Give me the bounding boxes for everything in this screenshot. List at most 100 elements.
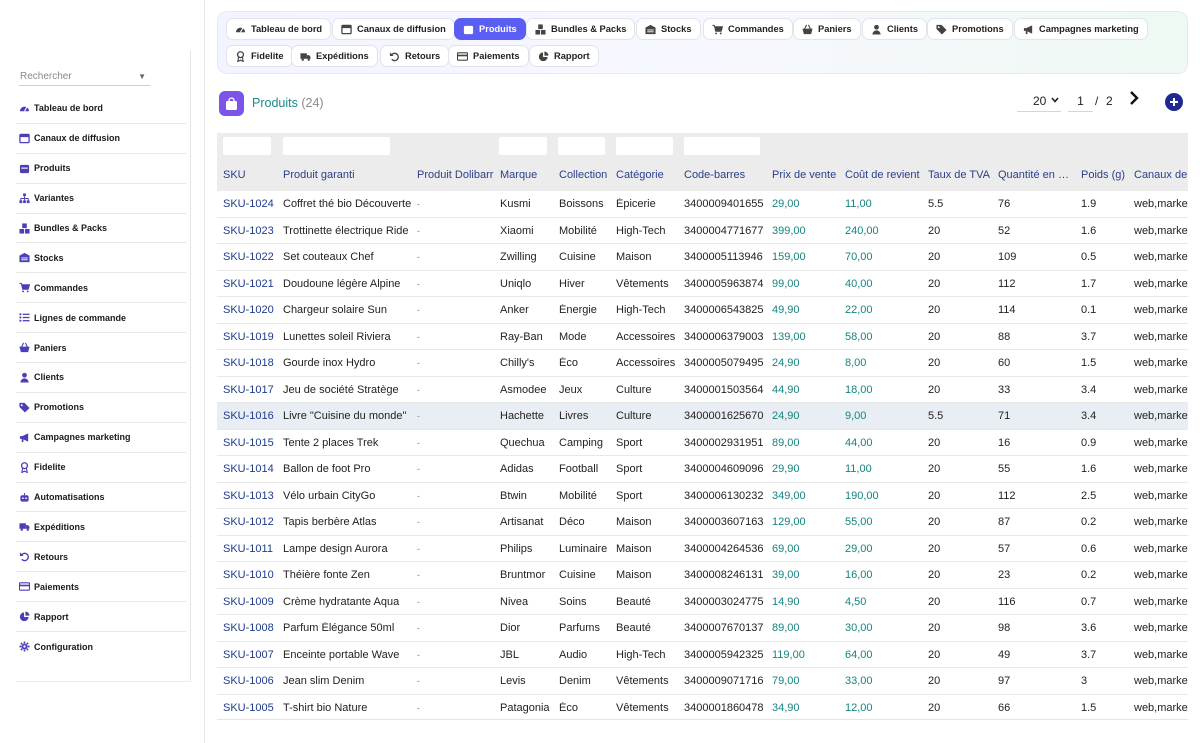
sidebar-item-4[interactable]: Bundles & Packs bbox=[16, 214, 186, 244]
column-header[interactable]: Code-barres bbox=[684, 169, 746, 181]
tab-4[interactable]: Stocks bbox=[636, 18, 701, 40]
tab-3[interactable]: Bundles & Packs bbox=[526, 18, 636, 40]
sidebar-item-3[interactable]: Variantes bbox=[16, 184, 186, 214]
table-cell[interactable]: SKU-1023 bbox=[223, 224, 274, 237]
sidebar-item-13[interactable]: Automatisations bbox=[16, 483, 186, 513]
sidebar-item-15[interactable]: Retours bbox=[16, 542, 186, 573]
table-cell[interactable]: SKU-1008 bbox=[223, 622, 274, 634]
table-row[interactable]: SKU-1023 Trottinette électrique Ride - Xiao… bbox=[217, 218, 1188, 244]
column-header[interactable]: Produit Dolibarr bbox=[417, 169, 494, 181]
table-cell[interactable]: SKU-1007 bbox=[223, 648, 274, 661]
tab-13[interactable]: Paiements bbox=[448, 45, 529, 67]
table-cell[interactable]: SKU-1015 bbox=[223, 436, 274, 449]
sidebar-item-5[interactable]: Stocks bbox=[16, 243, 186, 274]
table-row[interactable]: SKU-1012 Tapis berbère Atlas - Artisanat Déc… bbox=[217, 509, 1188, 536]
sidebar-item-7[interactable]: Lignes de commande bbox=[16, 303, 186, 334]
next-page-button[interactable] bbox=[1128, 90, 1142, 110]
tab-7[interactable]: Clients bbox=[862, 18, 927, 40]
column-header[interactable]: Coût de revient bbox=[845, 169, 920, 181]
table-row[interactable]: SKU-1022 Set couteaux Chef - Zwilling Cuisin… bbox=[217, 244, 1188, 271]
sidebar-item-2[interactable]: Produits bbox=[16, 154, 186, 184]
table-row[interactable]: SKU-1017 Jeu de société Stratège - Asmodee J… bbox=[217, 377, 1188, 403]
table-cell[interactable]: SKU-1017 bbox=[223, 383, 274, 396]
filter-categorie[interactable] bbox=[616, 137, 673, 155]
column-header[interactable]: Poids (g) bbox=[1081, 169, 1126, 181]
filter-collection[interactable] bbox=[558, 137, 605, 155]
sidebar-item-17[interactable]: Rapport bbox=[16, 602, 186, 633]
filter-produit[interactable] bbox=[283, 137, 390, 155]
column-header[interactable]: SKU bbox=[223, 169, 246, 181]
table-cell[interactable]: SKU-1005 bbox=[223, 701, 274, 714]
tab-5[interactable]: Commandes bbox=[703, 18, 793, 40]
table-cell[interactable]: SKU-1016 bbox=[223, 410, 274, 422]
filter-sku[interactable] bbox=[223, 137, 271, 155]
add-product-button[interactable] bbox=[1165, 93, 1183, 111]
column-header[interactable]: Marque bbox=[500, 169, 538, 181]
column-header[interactable]: Produit garanti bbox=[283, 169, 355, 181]
sidebar-item-18[interactable]: Configuration bbox=[16, 632, 186, 662]
sidebar-item-11[interactable]: Campagnes marketing bbox=[16, 423, 186, 453]
table-row[interactable]: SKU-1006 Jean slim Denim - Levis Denim Vêteme… bbox=[217, 668, 1188, 695]
sidebar-item-16[interactable]: Paiements bbox=[16, 572, 186, 603]
search-select[interactable]: Rechercher ▼ bbox=[19, 66, 150, 86]
table-row[interactable]: SKU-1015 Tente 2 places Trek - Quechua Campi… bbox=[217, 430, 1188, 456]
tab-9[interactable]: Campagnes marketing bbox=[1014, 18, 1148, 40]
table-cell[interactable]: SKU-1009 bbox=[223, 595, 274, 608]
table-row[interactable]: SKU-1010 Théière fonte Zen - Bruntmor Cuisin… bbox=[217, 562, 1188, 589]
table-cell[interactable]: SKU-1006 bbox=[223, 675, 274, 687]
sidebar-item-12[interactable]: Fidelite bbox=[16, 453, 186, 483]
table-cell[interactable]: SKU-1014 bbox=[223, 463, 274, 475]
tab-2[interactable]: Produits bbox=[454, 18, 526, 40]
table-cell[interactable]: SKU-1021 bbox=[223, 277, 274, 290]
table-cell[interactable]: SKU-1010 bbox=[223, 569, 274, 581]
tab-14[interactable]: Rapport bbox=[529, 45, 599, 67]
sidebar-item-0[interactable]: Tableau de bord bbox=[16, 94, 186, 124]
filter-code-barres[interactable] bbox=[684, 137, 760, 155]
table-row[interactable]: SKU-1018 Gourde inox Hydro - Chilly's Éco Acc… bbox=[217, 350, 1188, 377]
table-row[interactable]: SKU-1005 T-shirt bio Nature - Patagonia Éco V… bbox=[217, 695, 1188, 720]
sidebar-item-10[interactable]: Promotions bbox=[16, 393, 186, 423]
table-cell[interactable]: SKU-1011 bbox=[223, 542, 273, 555]
sidebar-item-6[interactable]: Commandes bbox=[16, 273, 186, 304]
page-size-select[interactable]: 20 bbox=[1017, 92, 1061, 112]
table-row[interactable]: SKU-1016 Livre "Cuisine du monde" - Hachett… bbox=[217, 403, 1188, 430]
table-cell: Denim bbox=[559, 675, 591, 687]
filter-marque[interactable] bbox=[499, 137, 547, 155]
column-header[interactable]: Quantité en stock bbox=[998, 169, 1074, 181]
table-row[interactable]: SKU-1007 Enceinte portable Wave - JBL Audio H… bbox=[217, 642, 1188, 668]
table-cell[interactable]: SKU-1012 bbox=[223, 516, 274, 528]
table-row[interactable]: SKU-1014 Ballon de foot Pro - Adidas Footbal… bbox=[217, 456, 1188, 483]
tab-8[interactable]: Promotions bbox=[927, 18, 1013, 40]
sidebar-item-9[interactable]: Clients bbox=[16, 363, 186, 393]
tab-10[interactable]: Fidelite bbox=[226, 45, 293, 67]
table-row[interactable]: SKU-1009 Crème hydratante Aqua - Nivea Soins… bbox=[217, 589, 1188, 615]
column-header[interactable]: Catégorie bbox=[616, 169, 664, 181]
tab-6[interactable]: Paniers bbox=[793, 18, 861, 40]
tab-12[interactable]: Retours bbox=[380, 45, 450, 67]
table-row[interactable]: SKU-1008 Parfum Élégance 50ml - Dior Parfums… bbox=[217, 615, 1188, 642]
table-cell[interactable]: SKU-1022 bbox=[223, 251, 274, 263]
table-row[interactable]: SKU-1020 Chargeur solaire Sun - Anker Énergi… bbox=[217, 297, 1188, 324]
table-row[interactable]: SKU-1021 Doudoune légère Alpine - Uniqlo Hiv… bbox=[217, 271, 1188, 297]
table-cell[interactable]: SKU-1024 bbox=[223, 198, 274, 210]
sidebar-item-1[interactable]: Canaux de diffusion bbox=[16, 124, 186, 154]
tab-1[interactable]: Canaux de diffusion bbox=[332, 18, 455, 40]
column-header[interactable]: Taux de TVA bbox=[928, 169, 990, 181]
table-cell[interactable]: SKU-1019 bbox=[223, 330, 274, 343]
column-header[interactable]: Collection bbox=[559, 169, 608, 181]
table-cell[interactable]: SKU-1013 bbox=[223, 489, 274, 502]
table-cell[interactable]: SKU-1018 bbox=[223, 357, 274, 369]
current-page-input[interactable]: 1 bbox=[1068, 92, 1093, 112]
table-row[interactable]: SKU-1013 Vélo urbain CityGo - Btwin Mobilité… bbox=[217, 483, 1188, 509]
table-row[interactable]: SKU-1024 Coffret thé bio Découverte - Kusmi… bbox=[217, 191, 1188, 218]
table-cell: 20 bbox=[928, 224, 941, 237]
sidebar-item-8[interactable]: Paniers bbox=[16, 333, 186, 364]
tab-11[interactable]: Expéditions bbox=[291, 45, 378, 67]
table-row[interactable]: SKU-1019 Lunettes soleil Riviera - Ray-Ban M… bbox=[217, 324, 1188, 350]
table-row[interactable]: SKU-1011 Lampe design Aurora - Philips Lumin… bbox=[217, 536, 1188, 562]
tab-0[interactable]: Tableau de bord bbox=[226, 18, 332, 40]
column-header[interactable]: Canaux de diffusion bbox=[1134, 169, 1188, 181]
table-cell[interactable]: SKU-1020 bbox=[223, 304, 274, 316]
column-header[interactable]: Prix de vente bbox=[772, 169, 837, 181]
sidebar-item-14[interactable]: Expéditions bbox=[16, 512, 186, 543]
